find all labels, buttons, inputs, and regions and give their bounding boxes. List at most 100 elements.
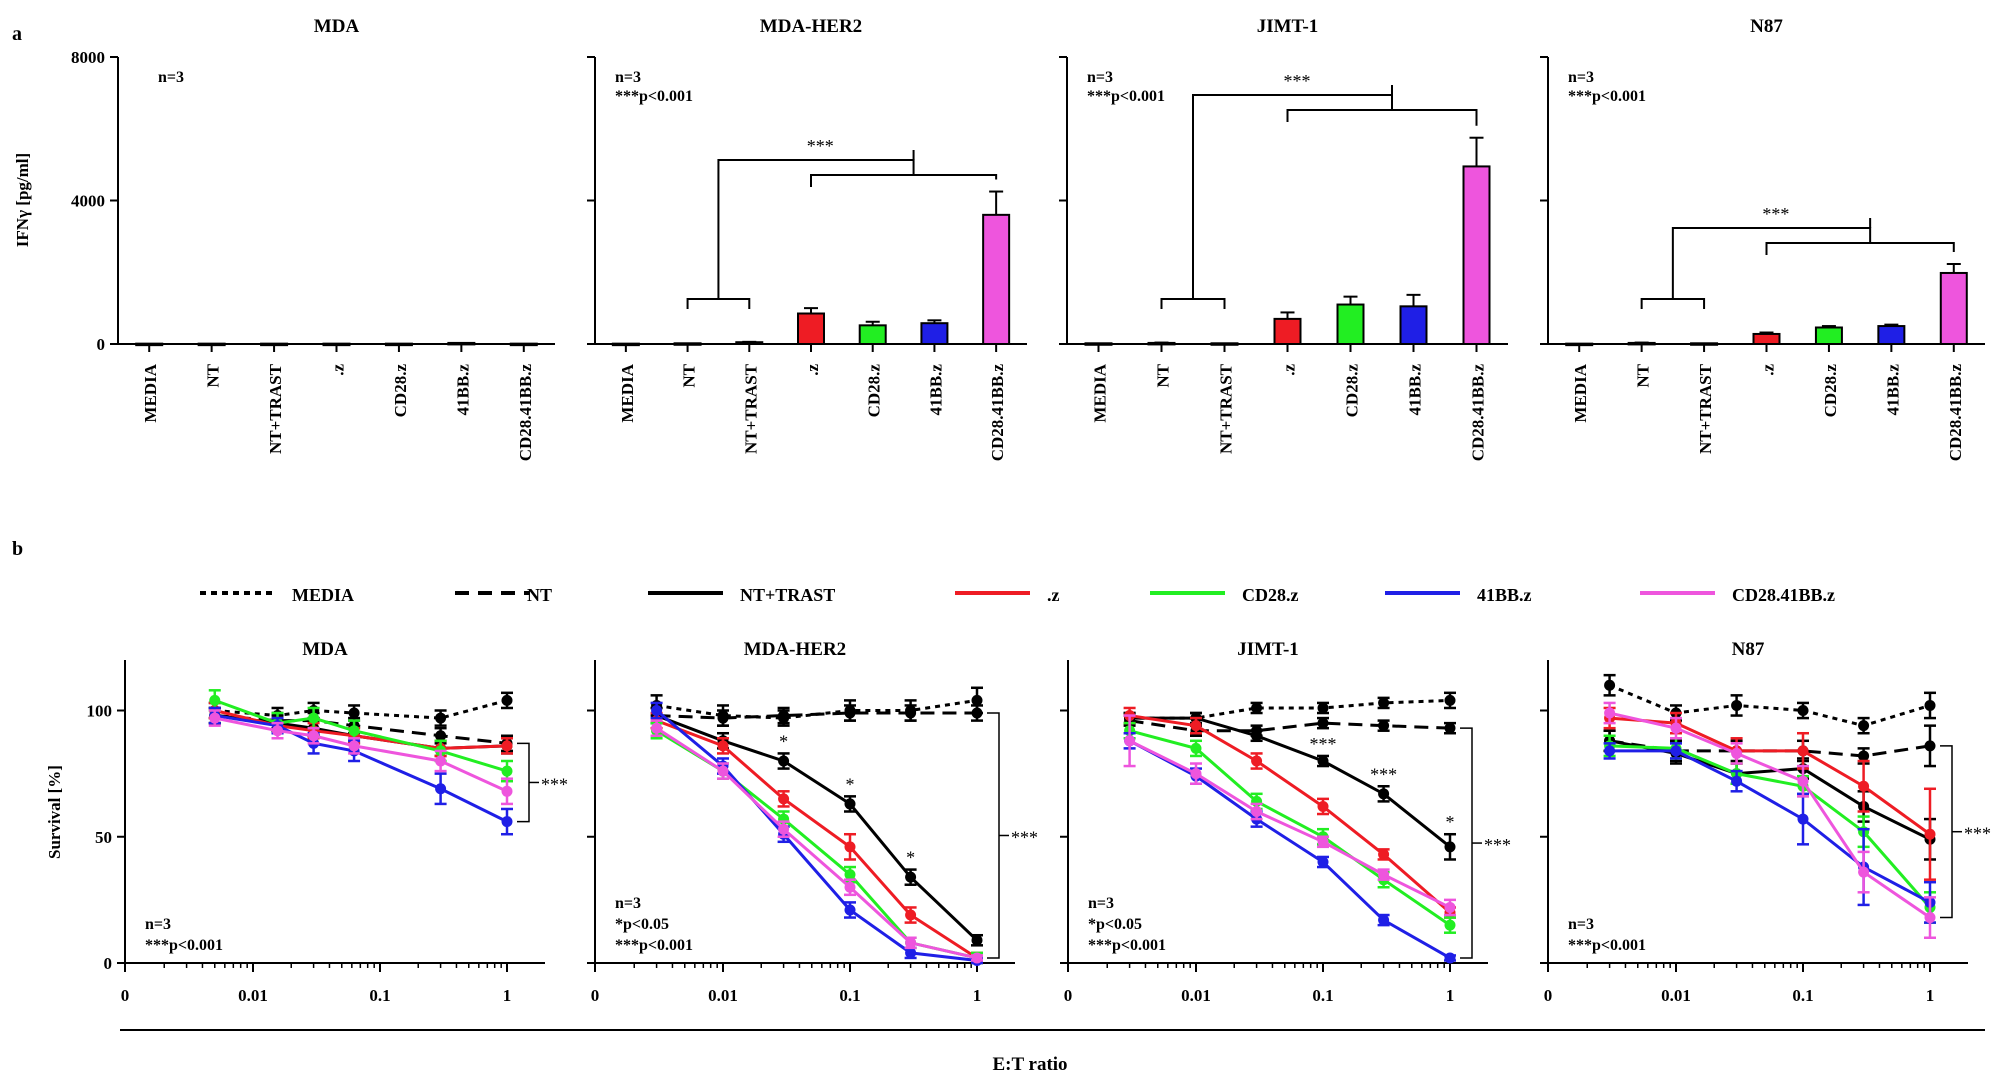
- bar-chart-0: MDA 0 4000 8000 IFNγ [pg/ml] MEDIA NT NT+TRAST.…: [13, 16, 555, 461]
- bar: [920, 322, 949, 346]
- x-tick-label: 0.01: [708, 986, 738, 1005]
- series-line: [655, 726, 978, 960]
- data-point: [778, 755, 790, 767]
- data-point: [501, 740, 513, 752]
- sig-stars: ***: [541, 774, 568, 794]
- x-tick-label: .z: [1759, 364, 1778, 376]
- series-line: [656, 719, 978, 960]
- data-point: [971, 952, 983, 964]
- bar: [135, 342, 164, 347]
- data-point: [1317, 800, 1329, 812]
- legend-item: MEDIA: [200, 585, 354, 605]
- line-chart-2: JIMT-10 0.01 0.1 1**********n=3*p<0.05***p<…: [1060, 639, 1511, 1005]
- star-marker: *: [906, 848, 915, 868]
- legend-item: NT+TRAST: [648, 585, 835, 605]
- y-tick-label: 0: [104, 954, 113, 973]
- sig-bracket: [1671, 227, 1872, 299]
- x-tick-label: 0.01: [238, 986, 268, 1005]
- bar-title: MDA-HER2: [760, 16, 862, 37]
- data-point: [501, 694, 513, 706]
- data-point: [1378, 720, 1390, 732]
- data-point: [1251, 806, 1263, 817]
- annotation: ***p<0.001: [615, 937, 693, 954]
- x-tick-label: 0.01: [1661, 986, 1691, 1005]
- data-point: [1858, 720, 1870, 732]
- data-point: [1317, 702, 1329, 714]
- data-point: [1378, 869, 1390, 881]
- x-tick-label: NT: [1154, 363, 1173, 387]
- data-point: [905, 707, 917, 719]
- legend-item: .z: [955, 585, 1060, 605]
- data-point: [844, 841, 856, 853]
- sig-bracket: [810, 174, 998, 187]
- annotation: n=3: [1568, 916, 1594, 933]
- series-line: [1129, 729, 1451, 927]
- bar: [322, 342, 351, 347]
- bar: [1462, 165, 1491, 345]
- data-point: [778, 710, 790, 722]
- sig-stars: ***: [1011, 827, 1038, 847]
- data-point: [844, 798, 856, 810]
- series-line: [1609, 749, 1931, 904]
- data-point: [348, 707, 360, 719]
- panel-label-b: b: [12, 538, 23, 560]
- panel-label-a: a: [12, 23, 22, 45]
- data-point: [1924, 740, 1936, 752]
- data-point: [905, 909, 917, 921]
- bar: [1877, 325, 1906, 345]
- annotation: ***p<0.001: [1568, 937, 1646, 954]
- x-tick-label: 1: [1926, 986, 1935, 1005]
- data-point: [1797, 745, 1809, 757]
- bar: [1752, 332, 1781, 345]
- x-tick-label: MEDIA: [141, 363, 160, 422]
- data-point: [1251, 755, 1263, 767]
- data-point: [1444, 952, 1456, 964]
- legend-label: MEDIA: [292, 585, 354, 605]
- data-point: [1924, 699, 1936, 711]
- line-title: MDA-HER2: [744, 639, 846, 660]
- data-point: [1317, 856, 1329, 868]
- data-point: [1190, 720, 1202, 732]
- annotation: ***p<0.001: [145, 937, 223, 954]
- data-point: [348, 740, 360, 752]
- x-tick-label: 41BB.z: [453, 364, 472, 416]
- series-line: [1128, 739, 1451, 909]
- data-point: [348, 725, 360, 737]
- annotation: n=3: [158, 69, 184, 86]
- data-point: [1858, 866, 1870, 878]
- x-tick-label: 1: [1446, 986, 1455, 1005]
- data-point: [435, 730, 447, 742]
- legend-label: 41BB.z: [1477, 585, 1532, 605]
- star-marker: *: [779, 731, 788, 751]
- data-point: [501, 785, 513, 797]
- x-tick-label: CD28.41BB.z: [516, 364, 535, 462]
- data-point: [905, 871, 917, 883]
- series-line: [1609, 739, 1931, 841]
- bar: [384, 342, 413, 347]
- data-point: [1797, 813, 1809, 825]
- sig-stars: ***: [807, 136, 834, 156]
- bar-title: N87: [1750, 16, 1783, 37]
- x-tick-label: .z: [1280, 364, 1299, 376]
- data-point: [971, 934, 983, 946]
- bar: [797, 312, 825, 346]
- data-point: [1670, 745, 1682, 757]
- series-line: [214, 714, 508, 823]
- series-line: [1129, 698, 1451, 720]
- x-tick-label: 41BB.z: [1883, 364, 1902, 416]
- data-point: [1444, 901, 1456, 913]
- data-point: [1444, 919, 1456, 931]
- data-point: [717, 740, 729, 752]
- x-tick-label: CD28.41BB.z: [1946, 364, 1965, 462]
- data-point: [1190, 742, 1202, 754]
- bar-chart-2: JIMT-1 MEDIA NT NT+TRAST .z CD28.z 41BB.z CD28.…: [1059, 16, 1508, 461]
- data-point: [778, 823, 790, 835]
- bar: [1814, 326, 1843, 345]
- data-point: [1604, 679, 1616, 691]
- x-tick-label: 0.1: [369, 986, 390, 1005]
- annotation: ***p<0.001: [1088, 937, 1166, 954]
- x-tick-label: 0.01: [1181, 986, 1211, 1005]
- bar: [1939, 271, 1968, 345]
- data-point: [1604, 707, 1616, 719]
- data-point: [1604, 745, 1616, 757]
